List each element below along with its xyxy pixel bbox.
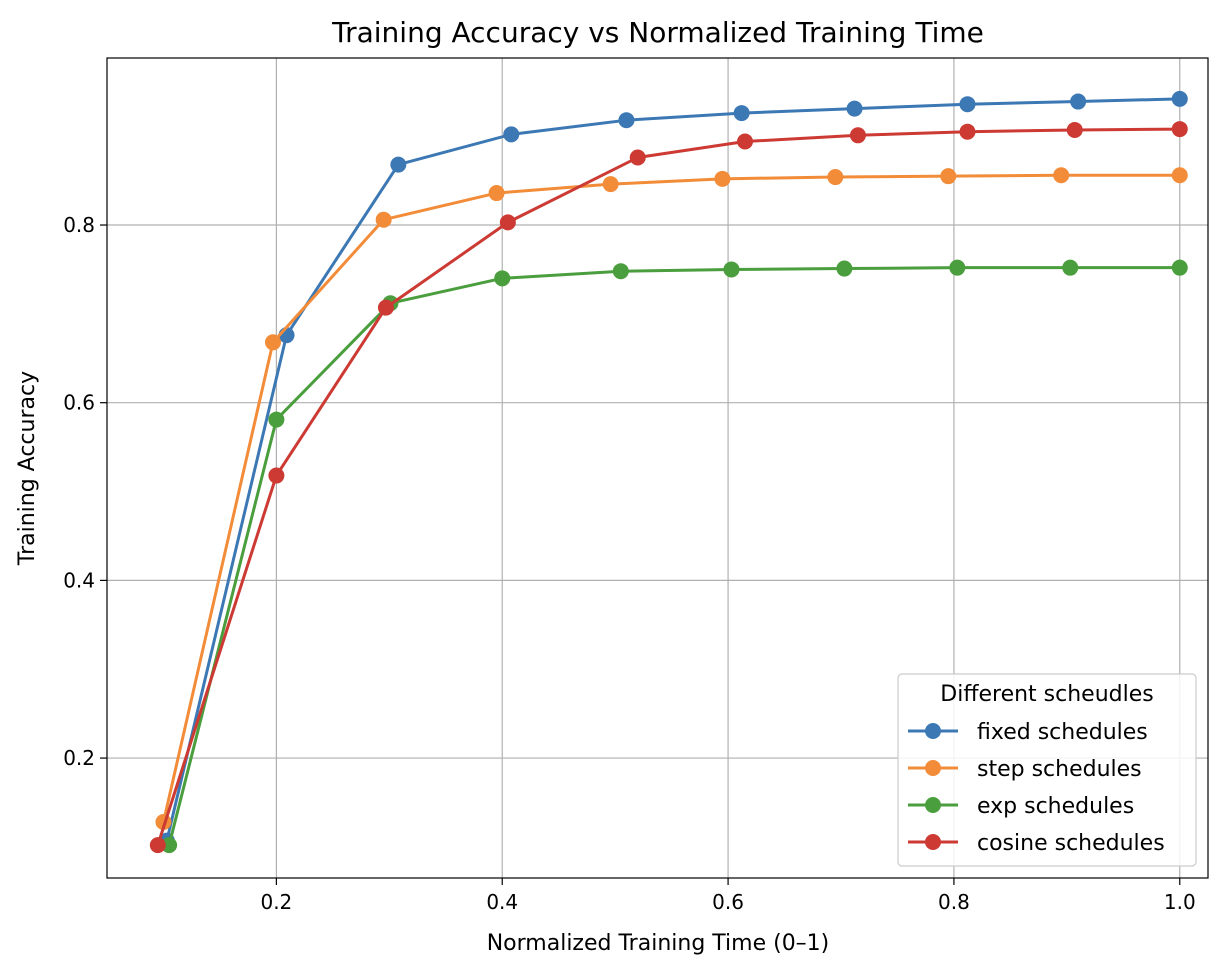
- legend: Different scheudles fixed schedules step …: [897, 673, 1197, 867]
- series-line: [161, 173, 1180, 823]
- legend-entry: step schedules: [908, 757, 1142, 782]
- data-point: [1171, 90, 1188, 107]
- y-tick-label: 0.2: [63, 746, 95, 770]
- x-tick-label: 1.0: [1164, 890, 1196, 914]
- data-point: [499, 214, 516, 231]
- chart-title: Training Accuracy vs Normalized Training…: [331, 16, 984, 49]
- data-point: [836, 260, 853, 277]
- data-point: [714, 170, 731, 187]
- y-tick-label: 0.8: [63, 213, 95, 237]
- series-line: [167, 266, 1180, 846]
- data-point: [949, 259, 966, 276]
- legend-entry: fixed schedules: [908, 720, 1148, 745]
- series-line: [165, 97, 1180, 842]
- data-point: [723, 261, 740, 278]
- data-point: [940, 168, 957, 185]
- data-point: [503, 126, 520, 143]
- data-point: [827, 169, 844, 186]
- legend-entry: cosine schedules: [908, 831, 1165, 856]
- data-point: [737, 133, 754, 150]
- data-point: [1070, 93, 1087, 110]
- x-axis-label: Normalized Training Time (0–1): [487, 931, 830, 956]
- y-axis-label: Training Accuracy: [15, 371, 40, 566]
- data-point: [1066, 121, 1083, 138]
- data-point: [1171, 259, 1188, 276]
- x-tick-label: 0.8: [938, 890, 970, 914]
- legend-box: [897, 673, 1197, 867]
- legend-label: step schedules: [977, 757, 1142, 782]
- data-point: [268, 467, 285, 484]
- data-point: [849, 127, 866, 144]
- series-layer: [149, 90, 1188, 854]
- legend-swatch-marker: [925, 723, 941, 739]
- data-point: [377, 299, 394, 316]
- x-tick-label: 0.6: [712, 890, 744, 914]
- data-point: [1171, 121, 1188, 138]
- data-point: [488, 185, 505, 202]
- data-point: [629, 149, 646, 166]
- data-point: [959, 96, 976, 113]
- y-tick-label: 0.4: [63, 568, 95, 592]
- legend-entries: fixed schedules step schedules exp schedul…: [908, 720, 1165, 856]
- series-step-schedules: [155, 167, 1188, 831]
- legend-entry: exp schedules: [908, 794, 1134, 819]
- data-point: [612, 263, 629, 280]
- data-point: [959, 123, 976, 140]
- legend-title: Different scheudles: [940, 682, 1153, 707]
- data-point: [602, 176, 619, 193]
- ticks: 0.2 0.4 0.6 0.8 1.0 0.2 0.4 0.6 0.8: [63, 213, 1195, 914]
- data-point: [1053, 167, 1070, 184]
- data-point: [846, 100, 863, 117]
- data-point: [149, 837, 166, 854]
- data-point: [161, 837, 178, 854]
- x-tick-label: 0.4: [486, 890, 518, 914]
- y-tick-label: 0.6: [63, 391, 95, 415]
- legend-swatch-marker: [925, 760, 941, 776]
- data-point: [268, 411, 285, 428]
- data-point: [733, 105, 750, 122]
- series-cosine-schedules: [149, 121, 1188, 854]
- data-point: [375, 211, 392, 228]
- plot-frame: [106, 57, 1209, 879]
- legend-label: exp schedules: [977, 794, 1134, 819]
- data-point: [1062, 259, 1079, 276]
- legend-swatch-marker: [925, 834, 941, 850]
- data-point: [390, 156, 407, 173]
- x-tick-label: 0.2: [260, 890, 292, 914]
- data-point: [264, 334, 281, 351]
- legend-swatch-marker: [925, 797, 941, 813]
- data-point: [1171, 167, 1188, 184]
- legend-label: fixed schedules: [977, 720, 1148, 745]
- data-point: [618, 112, 635, 129]
- data-point: [494, 270, 511, 287]
- legend-label: cosine schedules: [977, 831, 1165, 856]
- series-line: [156, 127, 1180, 846]
- series-exp-schedules: [161, 259, 1188, 854]
